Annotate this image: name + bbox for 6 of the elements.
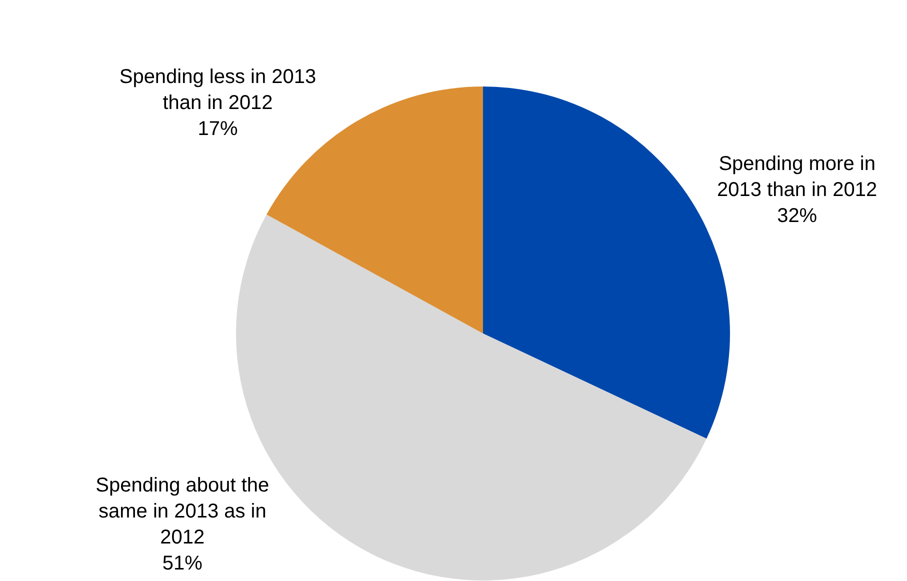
- data-label: 51%: [162, 552, 203, 575]
- slice-label: Spending more in 2013 than in 2012: [717, 152, 878, 201]
- data-label: 17%: [198, 118, 238, 140]
- data-label: 32%: [777, 204, 818, 227]
- slice-label: Spending less in 2013 than in 2012: [119, 66, 316, 114]
- slice-label: Spending about the same in 2013 as in 2012: [96, 474, 270, 549]
